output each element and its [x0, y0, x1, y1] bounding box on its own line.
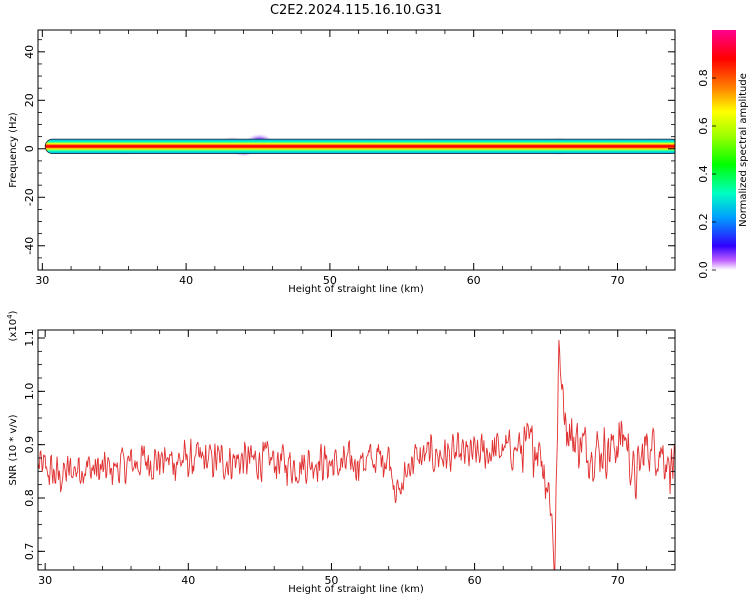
snr-x-tick-label-2: 50: [324, 574, 338, 587]
snr-scale-label: (x104): [6, 310, 19, 341]
snr-y-tick-label-0: 1.1: [23, 329, 36, 347]
spectrogram-x-axis-label: Height of straight line (km): [288, 284, 424, 295]
spectrogram-y-axis-label: Frequency (Hz): [8, 112, 19, 188]
spectrogram-y-tick-label-3: -20: [23, 188, 36, 206]
colorbar-ticks: 0.0 0.2 0.4 0.6 0.8: [697, 69, 716, 279]
snr-x-tick-label-0: 30: [38, 574, 52, 587]
colorbar: 0.0 0.2 0.4 0.6 0.8 Normalized spectral ampl…: [697, 30, 749, 279]
colorbar-tick-label-1: 0.2: [697, 213, 710, 231]
spectrogram-x-tick-label-3: 60: [467, 274, 481, 287]
spectrogram-x-tick-label-4: 70: [610, 274, 624, 287]
snr-y-tick-label-4: 0.7: [23, 543, 36, 561]
snr-x-tick-label-1: 40: [181, 574, 195, 587]
figure-title: C2E2.2024.115.16.10.G31: [270, 3, 442, 18]
snr-y-tick-label-1: 1.0: [23, 383, 36, 401]
snr-y-tick-label-3: 0.8: [23, 489, 36, 507]
spectrogram-panel: 30 40 50 60 70 40 20 0 -20 -40 Height of straight…: [8, 29, 676, 295]
snr-y-axis-label: SNR (10 * v/v): [8, 414, 19, 485]
spectrogram-y-tick-label-4: -40: [23, 237, 36, 255]
spectrogram-frequency-band: [44, 138, 675, 155]
spectrogram-y-tick-label-0: 40: [23, 45, 36, 59]
snr-series-line: [38, 339, 675, 570]
spectrogram-ticks: 30 40 50 60 70 40 20 0 -20 -40: [23, 30, 676, 287]
colorbar-gradient: [712, 30, 736, 270]
spectrogram-x-tick-label-2: 50: [323, 274, 337, 287]
spectrogram-frame: [37, 29, 676, 271]
snr-frame: [37, 329, 676, 571]
spectrogram-band: [44, 138, 675, 155]
spectrogram-x-tick-label-0: 30: [35, 274, 49, 287]
spectrogram-y-tick-label-1: 20: [23, 93, 36, 107]
spectrogram-y-tick-label-2: 0: [23, 145, 36, 152]
colorbar-tick-label-2: 0.4: [697, 165, 710, 183]
spectrogram-x-tick-label-1: 40: [179, 274, 193, 287]
snr-y-tick-label-2: 0.9: [23, 436, 36, 454]
snr-panel: 30 40 50 60 70 1.1 1.0 0.9 0.8 0.7 Height of stra…: [6, 310, 676, 595]
snr-x-tick-label-4: 70: [611, 574, 625, 587]
snr-x-tick-label-3: 60: [468, 574, 482, 587]
colorbar-tick-label-0: 0.0: [697, 261, 710, 279]
colorbar-tick-label-4: 0.8: [697, 69, 710, 87]
snr-x-axis-label: Height of straight line (km): [288, 584, 424, 595]
colorbar-tick-label-3: 0.6: [697, 117, 710, 135]
snr-ticks: 30 40 50 60 70 1.1 1.0 0.9 0.8 0.7: [23, 329, 676, 587]
colorbar-label: Normalized spectral amplitude: [738, 73, 749, 227]
